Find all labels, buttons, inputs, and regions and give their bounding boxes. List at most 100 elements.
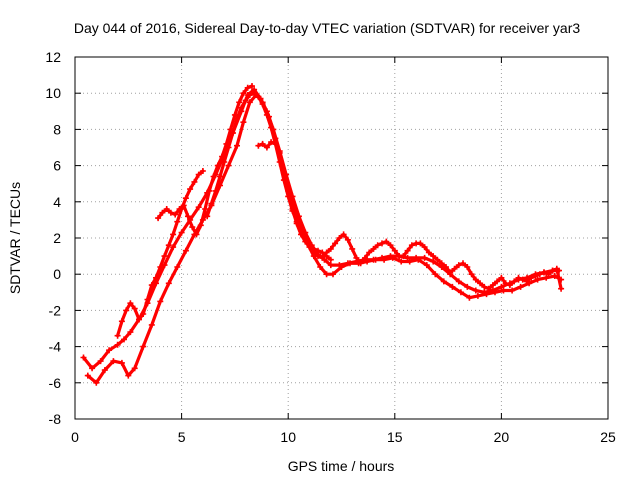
data-point: [387, 242, 394, 249]
data-point: [140, 343, 147, 350]
series-lines: [81, 84, 563, 385]
data-point: [545, 271, 552, 278]
y-tick-label: 12: [45, 49, 61, 65]
data-point: [131, 365, 138, 372]
data-point: [157, 264, 164, 270]
data-point: [144, 296, 151, 303]
data-point: [234, 142, 240, 149]
data-point: [364, 258, 371, 265]
y-tick-label: 2: [53, 230, 61, 246]
data-point: [492, 289, 498, 296]
data-point: [172, 211, 179, 218]
data-point: [153, 280, 159, 287]
data-point: [127, 300, 134, 307]
y-tick-label: 8: [53, 121, 61, 137]
data-point: [118, 318, 125, 325]
data-point: [468, 271, 475, 278]
data-point: [189, 224, 196, 231]
data-point: [447, 269, 454, 276]
data-point: [438, 260, 445, 267]
series-track-6: [116, 169, 205, 338]
data-point: [276, 149, 283, 156]
data-point: [349, 245, 356, 252]
data-point: [366, 249, 373, 256]
data-point: [541, 269, 547, 276]
data-point: [295, 213, 302, 220]
data-point: [347, 260, 353, 267]
data-point: [165, 280, 172, 287]
x-axis-label: GPS time / hours: [288, 458, 395, 474]
data-point: [500, 287, 507, 294]
data-point: [195, 204, 202, 211]
data-point: [319, 249, 326, 256]
data-point: [127, 329, 134, 336]
data-point: [457, 289, 464, 296]
data-point: [374, 242, 381, 249]
data-point: [472, 287, 479, 294]
data-point: [432, 271, 439, 278]
data-point: [191, 178, 198, 185]
data-point: [451, 265, 458, 272]
x-tick-label: 5: [178, 429, 186, 445]
data-point: [474, 292, 481, 299]
data-point: [159, 209, 166, 216]
data-point: [327, 262, 334, 269]
data-point: [161, 262, 168, 269]
data-point: [178, 229, 185, 236]
data-point: [131, 305, 138, 312]
data-point: [204, 213, 211, 220]
data-point: [238, 104, 245, 111]
data-point: [210, 173, 217, 180]
data-point: [323, 253, 330, 260]
data-point: [221, 159, 228, 165]
data-point: [398, 258, 405, 265]
data-point: [246, 92, 253, 98]
data-point: [214, 162, 221, 169]
data-point: [460, 260, 466, 267]
data-point: [202, 206, 209, 212]
data-point: [223, 140, 230, 147]
data-point: [532, 273, 539, 279]
data-point: [534, 276, 541, 283]
data-point: [440, 278, 447, 285]
data-point: [161, 253, 168, 260]
data-point: [80, 354, 87, 361]
data-point: [148, 321, 155, 328]
data-point: [157, 298, 164, 305]
data-point: [443, 264, 449, 270]
data-point: [227, 126, 234, 133]
data-point: [421, 244, 428, 251]
data-point: [289, 207, 296, 214]
x-tick-labels: 0 5 10 15 20 25: [71, 429, 616, 445]
data-point: [353, 254, 360, 261]
data-point: [240, 119, 247, 126]
data-point: [404, 247, 411, 254]
data-point: [310, 245, 317, 252]
data-point: [370, 245, 377, 252]
data-point: [231, 111, 238, 118]
data-point: [148, 282, 155, 289]
data-point: [280, 169, 287, 176]
data-point: [519, 276, 526, 283]
y-tick-labels: -8 -6 -4 -2 0 2 4 6 8 10 12: [45, 49, 61, 427]
data-point: [170, 231, 177, 238]
gridlines: [75, 57, 608, 419]
data-point: [225, 144, 232, 151]
data-point: [229, 130, 236, 136]
data-point: [464, 264, 471, 270]
data-point: [268, 139, 275, 146]
data-point: [255, 93, 262, 100]
data-point: [466, 294, 473, 301]
data-point: [404, 254, 411, 261]
series-track-1: [81, 88, 561, 370]
data-point: [178, 206, 185, 212]
data-point: [415, 256, 422, 263]
data-point: [340, 231, 347, 238]
data-point: [536, 271, 543, 278]
data-point: [293, 218, 300, 225]
data-point: [455, 278, 462, 285]
data-point: [174, 218, 181, 225]
data-point: [263, 144, 270, 151]
data-point: [84, 372, 91, 379]
data-point: [199, 168, 206, 174]
